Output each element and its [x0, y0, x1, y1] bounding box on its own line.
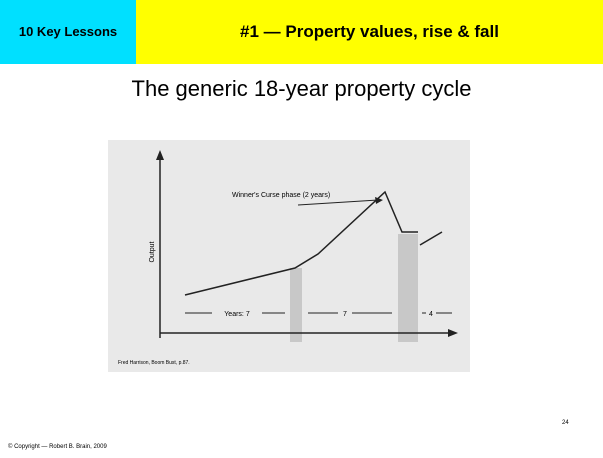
arrowhead: [448, 329, 458, 337]
annotation-arrow: [297, 199, 379, 206]
label-bg: [426, 307, 436, 319]
period-label: 7: [343, 311, 347, 318]
copyright: © Copyright — Robert B. Brain, 2009: [8, 444, 107, 450]
subtitle: The generic 18-year property cycle: [131, 76, 472, 101]
shaded-band: [290, 268, 302, 342]
arrowhead: [375, 197, 383, 204]
title: #1 — Property values, rise & fall: [136, 0, 603, 64]
period-label: 4: [429, 311, 433, 318]
annotation: Winner's Curse phase (2 years): [232, 192, 330, 199]
arrowhead: [156, 150, 164, 160]
badge: 10 Key Lessons: [0, 0, 136, 64]
label-bg: [338, 307, 352, 319]
shaded-band: [398, 234, 418, 342]
y-axis-label: Output: [149, 241, 156, 262]
page-number: 24: [562, 420, 569, 426]
cycle-line: [184, 190, 418, 296]
period-label: Years: 7: [224, 311, 250, 318]
label-bg: [212, 307, 262, 319]
caption: Fred Harrison, Boom Bust, p.87.: [118, 360, 190, 366]
cycle-line: [419, 231, 443, 246]
